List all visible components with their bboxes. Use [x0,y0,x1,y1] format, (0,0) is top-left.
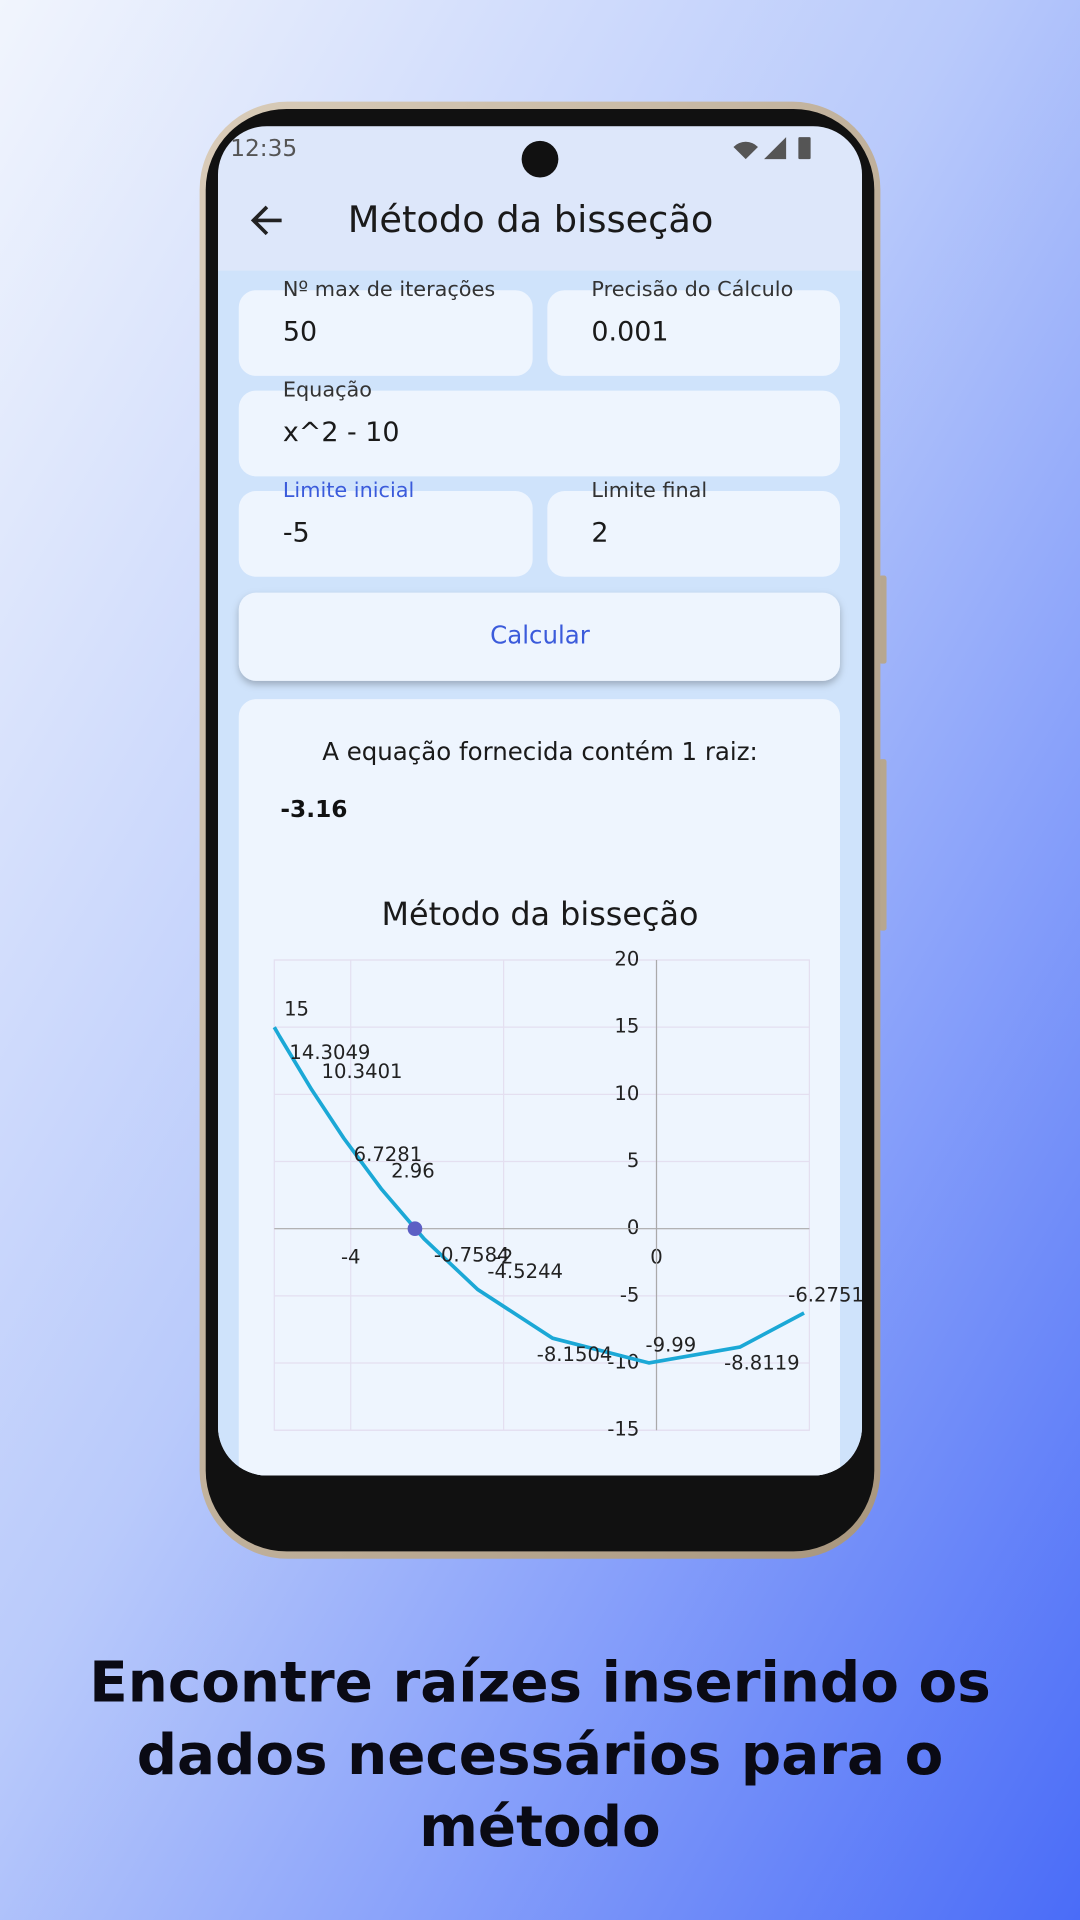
caption-line: dados necessários para o [137,1723,944,1788]
y-tick-label: -5 [620,1283,640,1306]
calculate-button[interactable] [238,592,840,681]
result-card [238,699,840,1476]
field-value: 2 [591,517,608,548]
data-label: -4.5244 [487,1260,563,1283]
side-button [879,759,887,931]
y-tick-label: 15 [614,1015,639,1038]
field-value: x^2 - 10 [283,417,400,448]
field-label: Limite final [591,478,707,502]
result-text: A equação fornecida contém 1 raiz: [322,737,758,766]
data-label: -0.7584 [434,1244,510,1267]
button-label[interactable]: Calcular [490,621,591,650]
data-label: -6.2751 [788,1283,864,1306]
data-label: -8.8119 [724,1352,800,1375]
text-field[interactable] [238,290,533,376]
curve [272,1026,805,1365]
app-title: Método da bisseção [348,198,714,241]
caption-line: método [419,1795,660,1860]
field-label: Equação [283,378,372,402]
status-time: 12:35 [230,135,297,162]
chart-title: Método da bisseção [382,895,699,933]
y-tick-label: -10 [607,1351,639,1374]
x-tick-label: -4 [341,1246,361,1269]
y-tick-label: -15 [607,1418,639,1441]
y-tick-label: 20 [614,948,639,971]
data-label: 14.3049 [289,1041,370,1064]
field-label: Precisão do Cálculo [591,277,793,301]
data-label: -8.1504 [537,1343,613,1366]
result-root: -3.16 [280,796,347,823]
data-label: 15 [284,998,309,1021]
wifi-icon [733,141,758,160]
field-value: 0.001 [591,317,668,348]
data-label: 10.3401 [322,1060,403,1083]
text-field[interactable] [238,390,840,477]
y-tick-label: 10 [614,1082,639,1105]
screen-content: 12:35 Método da bisseção Nº max de itera… [217,126,864,1476]
text-field[interactable] [547,290,840,376]
x-tick-label: -2 [494,1246,514,1269]
form: Nº max de iterações 50 Precisão do Cálculo… [238,277,840,577]
text-field[interactable] [547,491,840,577]
data-label: 2.96 [391,1159,435,1182]
text-field[interactable] [238,491,533,577]
y-tick-label: 0 [627,1216,639,1239]
caption-line: Encontre raízes inserindo os [89,1651,990,1716]
side-button [879,575,887,664]
data-label: -9.99 [646,1333,697,1356]
battery-icon [798,137,811,160]
field-label: Limite inicial [283,478,414,502]
field-value: -5 [283,517,310,548]
field-label: Nº max de iterações [283,277,495,301]
camera [521,140,559,178]
root-point [407,1221,423,1237]
field-value: 50 [283,317,317,348]
data-label: 6.7281 [354,1143,423,1166]
back-button[interactable] [250,205,282,236]
y-tick-label: 5 [627,1149,639,1172]
